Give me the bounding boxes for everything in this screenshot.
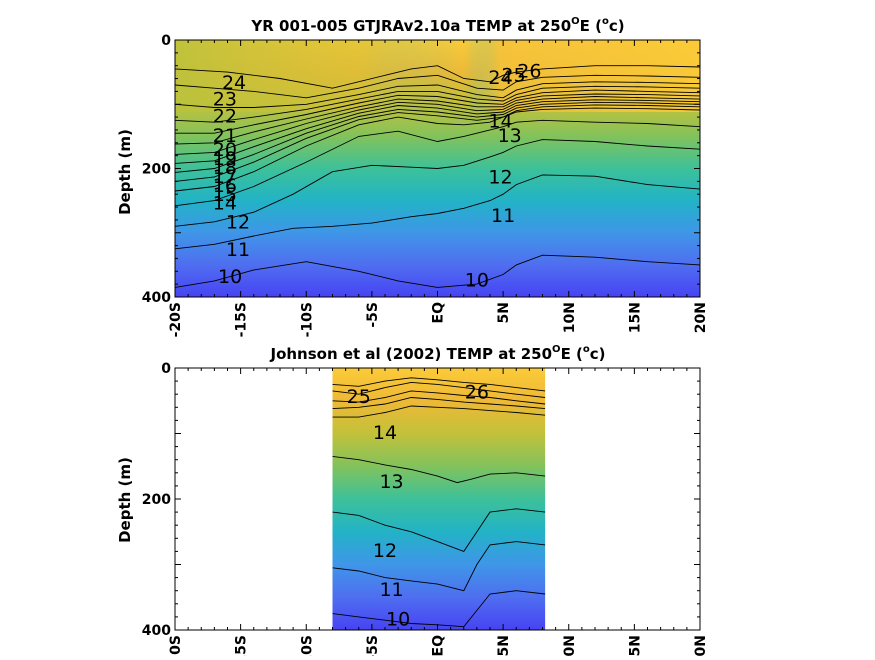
contour-label: 10 [386,609,410,631]
contour-label: 25 [502,64,526,86]
y-tick-label: 0 [161,33,171,49]
contour-label: 26 [465,381,489,403]
contour-line-16 [174,101,701,173]
contour-line-13 [332,455,546,484]
contour-label: 21 [213,125,237,147]
x-tick-label: 10N [562,635,578,656]
contour-line-20 [175,89,701,134]
contour-line-19 [174,93,701,145]
chart-2-ylabel: Depth (m) [116,457,134,543]
x-tick-label: 15N [627,635,643,656]
x-tick-label: 5N [496,635,512,656]
x-tick-label: EQ [431,302,447,324]
contour-line-15 [174,104,701,182]
contour-label: 12 [226,212,250,234]
x-tick-label: -20S [168,635,184,656]
contour-line-10 [332,590,546,628]
x-tick-label: 20N [693,302,709,333]
chart-1-ylabel: Depth (m) [116,129,134,215]
contour-line-13 [174,119,701,207]
contour-line-12 [174,139,701,227]
y-tick-label: 0 [161,361,171,377]
contour-line-25 [332,381,546,398]
y-tick-label: 200 [142,492,171,508]
y-tick-label: 200 [142,162,171,178]
contour-line-11 [332,541,546,592]
contour-line-26 [332,377,546,392]
contour-line-23 [174,74,701,99]
contour-line-22 [332,390,546,405]
contour-label: 24 [222,72,246,94]
x-tick-label: -5S [365,302,381,328]
contour-label: 18 [213,157,237,179]
contour-line-10 [174,254,701,288]
contour-line-14 [174,107,701,192]
contour-label: 14 [213,192,237,214]
x-tick-label: -10S [299,635,315,656]
chart-2-title: Johnson et al (2002) TEMP at 250OE (oc) [269,344,605,363]
contour-label: 22 [213,106,237,128]
chart-1-title: YR 001-005 GTJRAv2.10a TEMP at 250OE (oc… [250,16,624,35]
x-tick-label: 20N [693,635,709,656]
contour-label: 14 [488,111,512,133]
contour-label: 12 [488,167,512,189]
contour-line-24 [174,65,701,89]
x-tick-label: 10N [562,302,578,333]
contour-line-18 [332,397,546,410]
contour-label: 13 [379,471,403,493]
contour-label: 16 [213,175,237,197]
contour-label: 11 [226,239,250,261]
contour-line-17 [174,99,701,164]
contour-label: 11 [491,205,515,227]
x-tick-label: -15S [234,635,250,656]
chart-panel-2: Johnson et al (2002) TEMP at 250OE (oc) … [116,344,709,660]
contour-label: 10 [465,269,489,291]
x-tick-label: 5N [496,302,512,323]
contour-label: 14 [373,422,397,444]
chart-1-plot-area: 2423222120191817161514121110242526141312… [142,33,709,337]
contour-label: 10 [218,266,242,288]
contour-label: 19 [213,148,237,170]
contour-label: 17 [213,166,237,188]
contour-label: 13 [498,125,522,147]
contour-label: 23 [213,88,237,110]
x-tick-label: -15S [234,302,250,337]
contour-label: 25 [347,386,371,408]
contour-line-22 [174,81,701,108]
x-tick-label: 15N [627,302,643,333]
contour-line-11 [174,174,701,250]
contour-line-18 [174,96,701,155]
contour-line-14 [332,405,546,418]
contour-label: 15 [213,184,237,206]
y-tick-label: 400 [142,623,171,639]
x-tick-label: EQ [431,635,447,656]
x-tick-label: -5S [365,635,381,656]
contour-label: 26 [517,61,541,83]
chart-2-plot-area: 25 26 14 13 12 11 10 -20S -15S -10S -5S EQ 5N 10N 15N 2… [142,361,709,660]
x-tick-label: -20S [168,302,184,337]
y-tick-label: 400 [142,290,171,306]
chart-panel-1: YR 001-005 GTJRAv2.10a TEMP at 250OE (oc… [116,16,709,337]
contour-label: 20 [213,139,237,161]
contour-label: 11 [379,579,403,601]
contour-label: 24 [488,67,512,89]
contour-line-12 [332,508,546,552]
contour-line-21 [174,85,701,123]
contour-label: 12 [373,540,397,562]
x-tick-label: -10S [299,302,315,337]
